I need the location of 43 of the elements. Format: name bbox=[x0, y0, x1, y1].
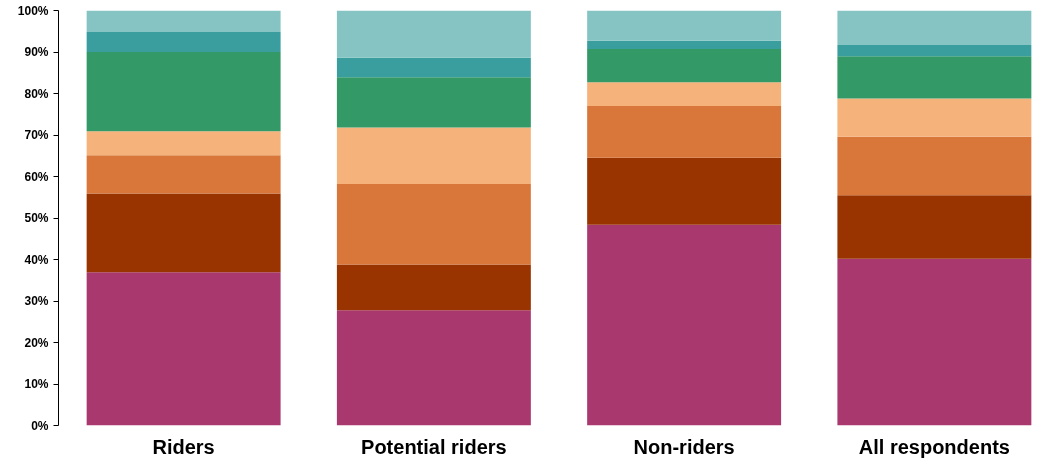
bar bbox=[837, 136, 1032, 196]
x-tick-label: Riders bbox=[152, 435, 215, 458]
bar bbox=[86, 52, 281, 132]
bar bbox=[86, 272, 281, 426]
bar bbox=[336, 10, 531, 58]
bar bbox=[587, 105, 782, 158]
y-tick-label: 100% bbox=[17, 3, 49, 18]
bar bbox=[86, 193, 281, 273]
y-tick-label: 60% bbox=[24, 169, 49, 184]
x-tick-label: Non-riders bbox=[633, 435, 735, 458]
bar bbox=[336, 183, 531, 265]
bar bbox=[837, 56, 1032, 99]
y-tick-label: 10% bbox=[24, 377, 49, 391]
bar bbox=[336, 264, 531, 311]
bar bbox=[587, 40, 782, 50]
bar bbox=[587, 82, 782, 106]
bar bbox=[587, 157, 782, 225]
y-tick-label: 40% bbox=[24, 252, 49, 267]
y-tick-label: 0% bbox=[31, 418, 49, 433]
bar bbox=[587, 224, 782, 426]
bar bbox=[336, 77, 531, 128]
bar bbox=[837, 10, 1032, 45]
bar bbox=[336, 57, 531, 78]
y-tick-label: 90% bbox=[24, 45, 49, 59]
bar bbox=[837, 258, 1032, 426]
bar bbox=[86, 155, 281, 194]
y-tick-label: 80% bbox=[24, 86, 49, 101]
x-tick-label: Potential riders bbox=[361, 435, 507, 458]
y-tick-label: 50% bbox=[24, 211, 49, 225]
x-tick-label: All respondents bbox=[858, 435, 1010, 458]
bar bbox=[587, 10, 782, 41]
y-tick-label: 30% bbox=[24, 294, 49, 308]
bar bbox=[837, 195, 1032, 259]
y-tick-label: 20% bbox=[24, 335, 49, 350]
bar bbox=[837, 98, 1032, 137]
bar bbox=[336, 310, 531, 426]
bar bbox=[86, 10, 281, 33]
bar bbox=[336, 127, 531, 184]
bar bbox=[587, 49, 782, 83]
y-tick-label: 70% bbox=[24, 128, 49, 142]
bar bbox=[86, 32, 281, 52]
bar bbox=[837, 44, 1032, 57]
bar bbox=[86, 131, 281, 156]
